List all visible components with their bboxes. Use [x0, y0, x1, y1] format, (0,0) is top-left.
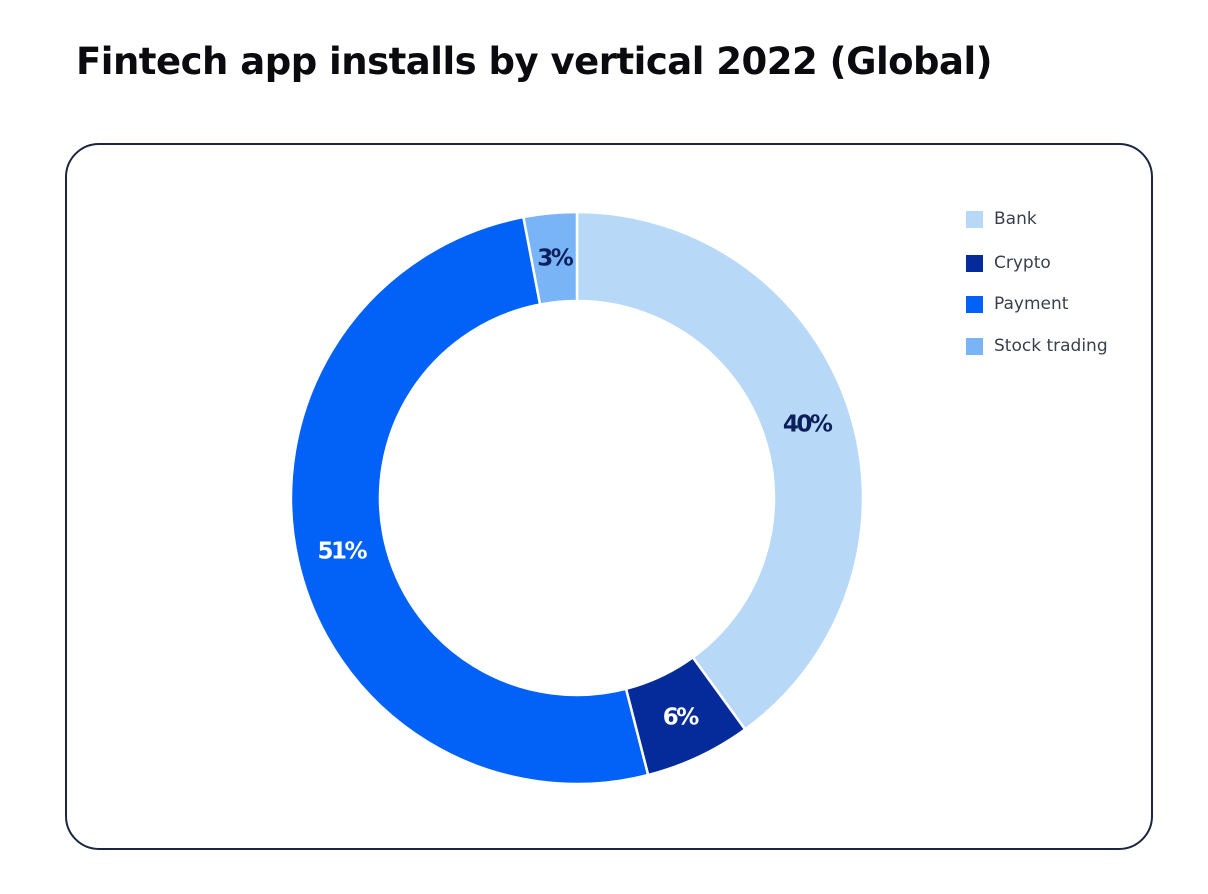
- slice-label-bank: 40%: [783, 411, 833, 437]
- legend-swatch-crypto: [966, 254, 983, 272]
- slice-label-stock-trading: 3%: [537, 246, 574, 272]
- chart-title: Fintech app installs by vertical 2022 (G…: [76, 40, 993, 83]
- slice-stock-trading: [521, 210, 579, 306]
- legend-label-crypto: Crypto: [994, 253, 1051, 273]
- legend-swatch-payment: [966, 295, 983, 313]
- slice-bank: [575, 210, 865, 732]
- slice-label-payment: 51%: [318, 539, 368, 565]
- slice-label-crypto: 6%: [663, 705, 700, 731]
- legend-label-bank: Bank: [994, 209, 1037, 229]
- slice-payment: [289, 215, 650, 786]
- legend-swatch-stock-trading: [966, 337, 983, 355]
- legend-item-payment: Payment: [966, 292, 1068, 316]
- legend-swatch-bank: [966, 210, 983, 228]
- legend-item-bank: Bank: [966, 207, 1037, 231]
- legend-label-stock-trading: Stock trading: [994, 336, 1108, 356]
- legend-item-stock-trading: Stock trading: [966, 334, 1108, 358]
- legend-item-crypto: Crypto: [966, 251, 1051, 275]
- legend-label-payment: Payment: [994, 294, 1069, 314]
